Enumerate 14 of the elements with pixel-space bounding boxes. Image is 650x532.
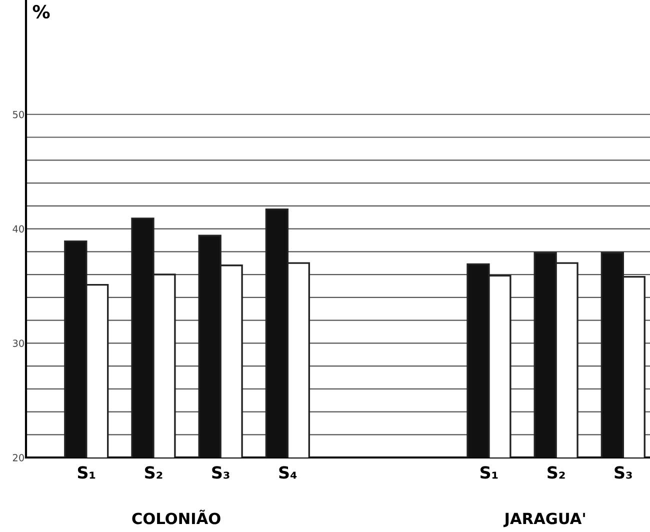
text: COLONIÃO <box>132 510 220 524</box>
x-tick-label: S₂ <box>145 466 162 479</box>
x-tick-label: S₃ <box>212 466 230 479</box>
x-tick-label: S₃ <box>614 466 632 479</box>
y-axis-title: % <box>32 4 50 19</box>
x-tick-label: S₄ <box>279 466 297 479</box>
y-tick-label: 50 <box>12 110 24 118</box>
x-tick-label: S₂ <box>548 466 565 479</box>
y-tick-label: 30 <box>12 340 24 347</box>
text: JARAGUA' <box>503 512 585 528</box>
x-tick-label: S₁ <box>480 466 498 479</box>
y-tick-label: 40 <box>12 225 24 233</box>
x-tick-label: S₁ <box>78 466 96 479</box>
y-tick-label: 20 <box>12 454 24 462</box>
